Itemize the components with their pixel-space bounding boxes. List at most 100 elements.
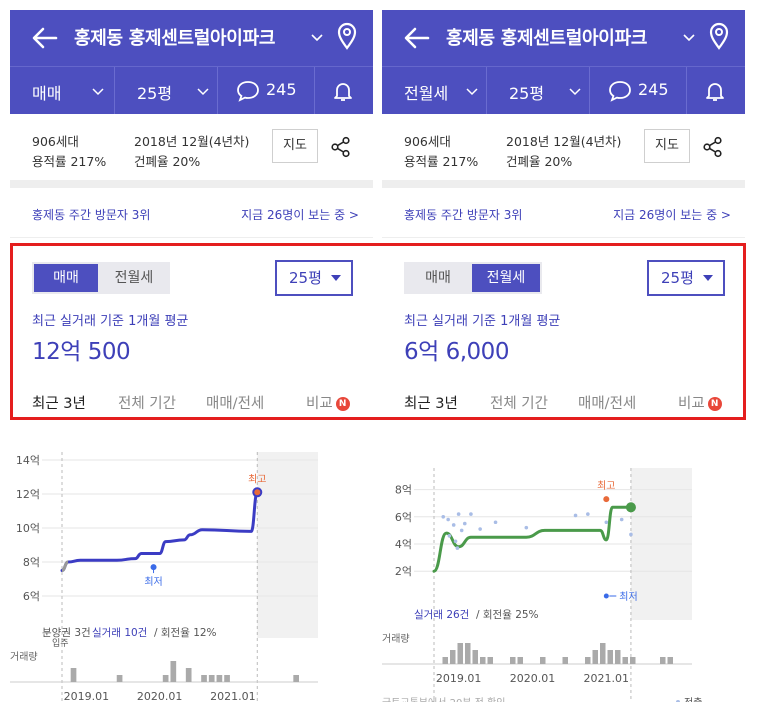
bell-icon[interactable] — [704, 80, 726, 102]
price-card: 매매 전월세 25평 최근 실거래 기준 1개월 평균 12억 500 최근 3… — [10, 244, 373, 420]
y-tick-label: 14억 — [16, 454, 40, 467]
toggle-rent[interactable]: 전월세 — [114, 270, 154, 286]
households: 906세대 — [32, 134, 79, 149]
price-basis: 최근 실거래 기준 1개월 평균 — [404, 314, 561, 329]
volume-bar — [517, 657, 523, 664]
volume-label: 거래량 — [382, 633, 410, 645]
chevron-down-icon[interactable] — [682, 30, 696, 44]
viewing-now-link[interactable]: 지금 26명이 보는 중 > — [613, 208, 731, 222]
min-label: 최저 — [144, 576, 162, 588]
y-tick-label: 2억 — [395, 565, 412, 578]
visitor-rank[interactable]: 홍제동 주간 방문자 3위 — [404, 208, 523, 222]
map-button[interactable]: 지도 — [644, 129, 690, 163]
transaction-dot — [446, 517, 450, 522]
price-line — [432, 505, 633, 573]
transaction-dot — [441, 515, 446, 519]
area-dropdown-label: 25평 — [289, 269, 322, 287]
trade-type-label: 매매 — [32, 84, 62, 103]
toggle-sale[interactable]: 매매 — [34, 264, 98, 292]
visitor-rank[interactable]: 홍제동 주간 방문자 3위 — [32, 208, 151, 222]
transaction-dot — [573, 513, 578, 518]
visitor-bar[interactable]: 홍제동 주간 방문자 3위 지금 26명이 보는 중 > — [382, 188, 745, 238]
price-chart[interactable]: 2억 4억 6억 8억 최고 최저 실거래 26건 / 회전율 25% 거래량 2019.01 2… — [382, 430, 745, 702]
visitor-bar[interactable]: 홍제동 주간 방문자 3위 지금 26명이 보는 중 > — [10, 188, 373, 238]
households: 906세대 — [404, 134, 451, 149]
y-tick-label: 8억 — [23, 556, 40, 569]
area-select[interactable]: 25평 — [487, 67, 589, 115]
left-phone-screen: 홍제동 홍제센트럴아이파크 매매 25평 245 906세대 용적률 217% … — [10, 10, 373, 702]
transaction-dot — [453, 539, 458, 544]
share-icon[interactable] — [702, 136, 724, 158]
complex-info: 906세대 용적률 217% 2018년 12월(4년차) 건폐율 20% 지도 — [10, 114, 373, 180]
trade-type-select[interactable]: 매매 — [10, 67, 114, 115]
volume-bar — [457, 643, 463, 664]
divider — [486, 67, 487, 115]
tab-compare[interactable]: 비교 N — [678, 392, 722, 413]
toggle-rent[interactable]: 전월세 — [472, 264, 540, 292]
chevron-down-icon[interactable] — [310, 30, 324, 44]
trade-type-label: 전월세 — [404, 84, 449, 103]
divider — [686, 67, 687, 115]
min-label: 최저 — [619, 591, 637, 603]
turnover-rate: / 회전율 12% — [154, 627, 217, 639]
volume-bar — [201, 675, 207, 682]
legend-label: 전출 — [684, 697, 702, 702]
volume-bar — [540, 657, 546, 664]
volume-bar — [607, 650, 613, 664]
divider — [114, 67, 115, 115]
max-point — [603, 496, 610, 503]
tab-recent-3y[interactable]: 최근 3년 — [404, 396, 458, 412]
chevron-down-icon — [466, 88, 478, 96]
map-button[interactable]: 지도 — [272, 129, 318, 163]
trade-type-select[interactable]: 전월세 — [382, 67, 486, 115]
future-shade — [257, 452, 318, 638]
complex-title[interactable]: 홍제동 홍제센트럴아이파크 — [74, 28, 276, 49]
chat-bubble-icon — [609, 81, 631, 102]
area-dropdown[interactable]: 25평 — [275, 260, 353, 296]
price-chart[interactable]: 6억 8억 10억 12억 14억 최고 최저 분양권 3건 실거래 10건 / 회전율 12%… — [10, 430, 373, 702]
location-pin-icon[interactable] — [336, 22, 358, 50]
tab-sale-jeonse[interactable]: 매매/전세 — [578, 396, 637, 412]
average-price: 6억 6,000 — [404, 339, 509, 365]
area-dropdown[interactable]: 25평 — [647, 260, 725, 296]
transaction-dot — [604, 520, 609, 525]
location-pin-icon[interactable] — [708, 22, 730, 50]
volume-bar — [70, 668, 77, 682]
new-badge-icon: N — [707, 397, 722, 411]
max-point — [254, 489, 261, 496]
area-select[interactable]: 25평 — [115, 67, 217, 115]
floor-area-ratio: 용적률 217% — [404, 154, 479, 169]
volume-bar — [465, 643, 471, 664]
toggle-sale[interactable]: 매매 — [425, 270, 451, 286]
latest-point — [625, 502, 636, 513]
volume-bar — [170, 661, 177, 682]
max-label: 최고 — [248, 473, 266, 485]
complex-title[interactable]: 홍제동 홍제센트럴아이파크 — [446, 28, 648, 49]
tab-all-period[interactable]: 전체 기간 — [490, 396, 548, 412]
volume-bar — [600, 643, 606, 664]
back-arrow-icon[interactable] — [30, 24, 60, 52]
dropdown-triangle-icon — [331, 275, 341, 281]
comments-button[interactable]: 245 — [218, 67, 314, 115]
bell-icon[interactable] — [332, 80, 354, 102]
tab-recent-3y[interactable]: 최근 3년 — [32, 396, 86, 412]
deal-type-toggle: 매매 전월세 — [32, 262, 170, 294]
deal-type-toggle: 매매 전월세 — [404, 262, 542, 294]
turnover-rate: / 회전율 25% — [476, 609, 539, 621]
tab-sale-jeonse[interactable]: 매매/전세 — [206, 396, 265, 412]
x-tick-label: 2020.01 — [510, 672, 556, 685]
tab-all-period[interactable]: 전체 기간 — [118, 396, 176, 412]
volume-bar — [293, 675, 299, 682]
tab-compare[interactable]: 비교 N — [306, 392, 350, 413]
transaction-dot — [629, 532, 633, 537]
volume-bar — [660, 657, 666, 664]
filter-bar: 전월세 25평 245 — [382, 66, 745, 115]
volume-bar — [562, 657, 568, 664]
viewing-now-link[interactable]: 지금 26명이 보는 중 > — [241, 208, 359, 222]
transaction-dot — [462, 521, 467, 526]
comments-button[interactable]: 245 — [590, 67, 686, 115]
transaction-dot — [524, 525, 529, 530]
share-icon[interactable] — [330, 136, 352, 158]
back-arrow-icon[interactable] — [402, 24, 432, 52]
